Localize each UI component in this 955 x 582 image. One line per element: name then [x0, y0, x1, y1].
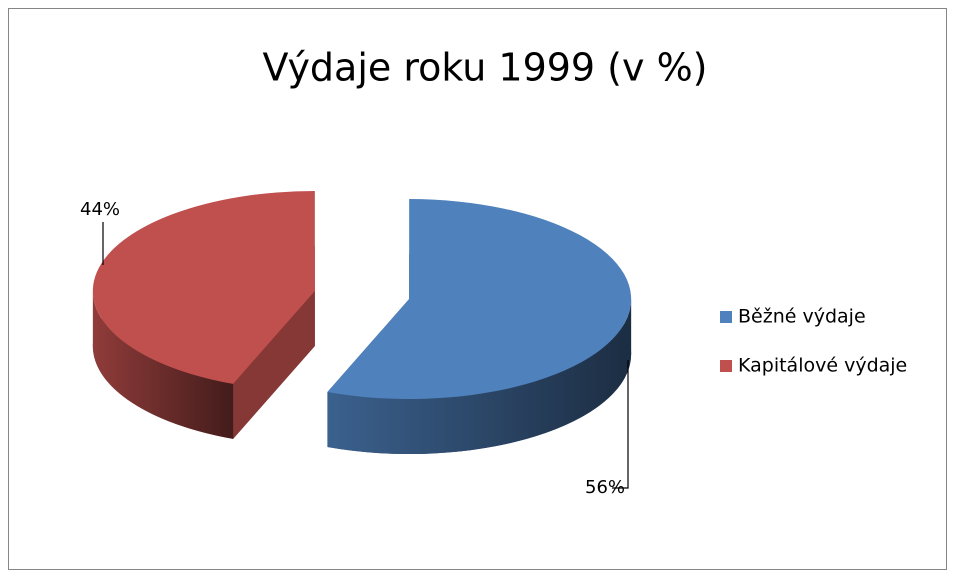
legend-swatch [720, 311, 732, 323]
slice-cut-face [233, 290, 315, 439]
data-label: 44% [80, 199, 120, 220]
slice-side [92, 290, 234, 439]
pie-slice [327, 199, 632, 455]
legend-swatch [720, 360, 732, 372]
legend-label: Kapitálové výdaje [738, 355, 907, 377]
pie-slice [92, 190, 315, 439]
slice-top [92, 190, 315, 384]
slice-top [327, 199, 632, 400]
legend-label: Běžné výdaje [738, 306, 866, 328]
leader-line [612, 360, 629, 489]
slice-side [327, 299, 632, 455]
data-label: 56% [585, 477, 625, 498]
chart-title: Výdaje roku 1999 (v %) [262, 46, 707, 90]
